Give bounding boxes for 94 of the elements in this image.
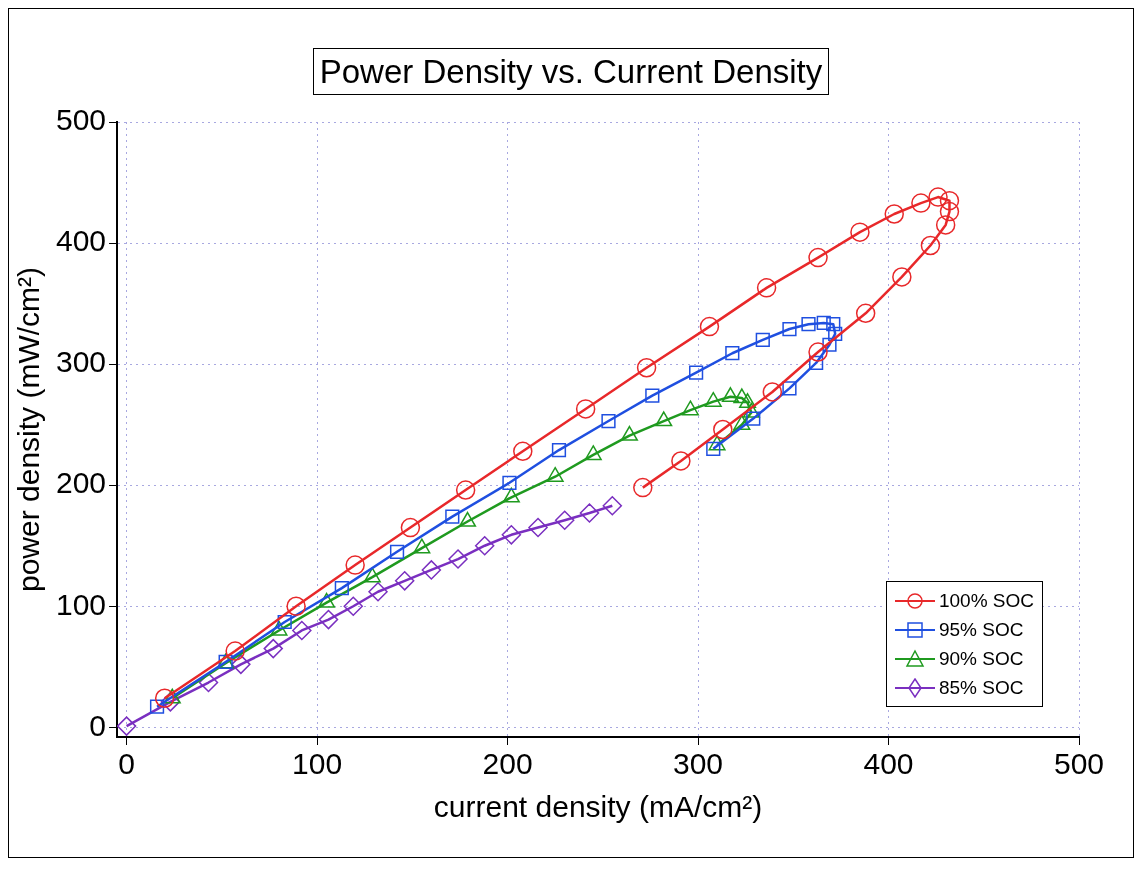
point: [681, 400, 699, 416]
x-axis-title: current density (mA/cm²): [433, 790, 763, 824]
point: [602, 496, 623, 516]
point: [699, 316, 720, 337]
point: [850, 222, 870, 242]
point: [513, 441, 533, 462]
point: [445, 509, 460, 524]
point: [394, 571, 415, 591]
point: [502, 475, 517, 490]
x-tick-label: 200: [482, 747, 533, 781]
legend-label: 85% SOC: [938, 676, 1024, 699]
y-tick-label: 200: [55, 466, 107, 500]
point: [689, 365, 704, 380]
point: [826, 317, 841, 332]
point: [277, 614, 292, 630]
point: [345, 555, 365, 575]
y-axis-title: power density (mW/cm²): [12, 266, 46, 593]
point: [855, 303, 876, 324]
point: [584, 445, 602, 461]
point: [448, 549, 468, 569]
point: [421, 560, 442, 580]
point: [163, 688, 181, 704]
point: [756, 278, 777, 298]
point: [816, 315, 831, 331]
point: [939, 190, 960, 211]
point: [501, 525, 522, 545]
point: [363, 567, 381, 583]
point: [782, 321, 797, 337]
point: [413, 538, 431, 554]
point: [368, 581, 388, 602]
point: [755, 332, 770, 348]
point: [939, 201, 960, 222]
point: [725, 346, 740, 361]
point: [551, 442, 567, 458]
point: [149, 699, 165, 714]
legend-label: 100% SOC: [938, 589, 1034, 612]
point: [117, 716, 137, 736]
y-tick-label: 100: [55, 587, 107, 621]
y-tick-label: 0: [89, 708, 107, 742]
point: [809, 355, 824, 371]
y-tick-label: 500: [55, 103, 107, 137]
point: [292, 620, 312, 641]
y-tick-label: 300: [55, 345, 107, 379]
point: [154, 688, 175, 709]
point: [334, 580, 349, 596]
point: [808, 247, 828, 268]
point: [892, 267, 912, 287]
point: [400, 517, 421, 538]
point: [633, 477, 653, 498]
point: [389, 544, 405, 559]
point: [198, 672, 219, 693]
point: [713, 419, 733, 440]
point: [263, 638, 283, 659]
x-tick-label: 500: [1053, 747, 1105, 781]
point: [528, 517, 548, 538]
point: [828, 326, 843, 341]
point: [343, 596, 363, 616]
point: [671, 451, 691, 471]
x-tick-label: 400: [863, 747, 914, 781]
y-tick-label: 400: [55, 224, 107, 258]
point: [928, 187, 948, 207]
legend-label: 95% SOC: [938, 618, 1024, 641]
point: [801, 317, 816, 332]
point: [225, 641, 245, 661]
x-tick-label: 300: [673, 747, 724, 781]
point: [782, 381, 797, 396]
point: [822, 337, 837, 352]
point: [455, 480, 476, 500]
point: [474, 535, 495, 556]
point: [636, 358, 657, 378]
x-tick-label: 100: [292, 747, 343, 781]
point: [721, 387, 739, 403]
point: [286, 596, 306, 616]
point: [911, 193, 931, 213]
point: [733, 388, 751, 404]
point: [318, 609, 339, 630]
chart-title: Power Density vs. Current Density: [312, 48, 830, 95]
legend-label: 90% SOC: [938, 647, 1024, 670]
point: [920, 235, 941, 256]
point: [231, 654, 251, 675]
point: [645, 388, 660, 403]
point: [884, 204, 904, 224]
x-tick-label: 0: [118, 747, 135, 781]
point: [554, 510, 575, 531]
point: [739, 393, 757, 409]
point: [579, 503, 600, 523]
point: [808, 342, 828, 362]
point: [575, 399, 596, 419]
point: [746, 411, 761, 426]
point: [706, 441, 721, 456]
point: [762, 382, 783, 402]
point: [655, 411, 673, 427]
point: [935, 215, 956, 235]
point: [601, 413, 616, 429]
